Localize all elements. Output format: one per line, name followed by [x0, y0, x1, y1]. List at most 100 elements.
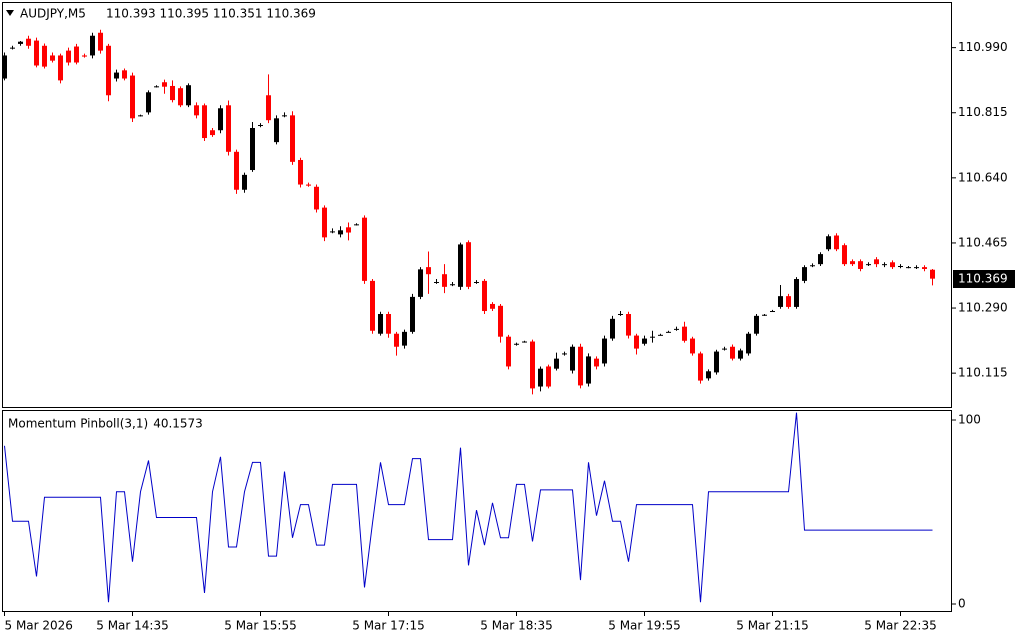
candle-body	[410, 296, 415, 332]
candle-body	[874, 259, 879, 265]
candle-body	[730, 346, 735, 359]
candle-body	[242, 174, 247, 190]
candle-body	[98, 32, 103, 51]
candle-body	[674, 328, 679, 330]
candle-body	[154, 86, 159, 88]
x-tick-label: 5 Mar 21:15	[736, 619, 809, 633]
candle-body	[610, 318, 615, 339]
candle-body	[426, 267, 431, 275]
candle-body	[890, 262, 895, 268]
candle-body	[682, 326, 687, 341]
candle-body	[922, 267, 927, 269]
candle-body	[114, 72, 119, 79]
y-tick-label: 110.640	[958, 170, 1008, 184]
candle-body	[842, 245, 847, 265]
candle-body	[10, 47, 15, 49]
candle-body	[202, 105, 207, 139]
candle-body	[554, 358, 559, 369]
candle-body	[170, 85, 175, 101]
candle-body	[706, 371, 711, 379]
y-tick-label: 110.815	[958, 105, 1008, 119]
x-tick-label: 5 Mar 15:55	[224, 619, 297, 633]
candle-body	[434, 282, 439, 284]
candle-body	[290, 115, 295, 162]
x-tick-label: 5 Mar 22:35	[864, 619, 937, 633]
candle-body	[442, 274, 447, 287]
candle-body	[362, 217, 367, 281]
candle-body	[42, 45, 47, 67]
y-tick-label: 0	[958, 597, 966, 611]
candle-body	[122, 70, 127, 79]
candle-body	[778, 296, 783, 307]
candle-body	[834, 235, 839, 250]
candle-body	[562, 353, 567, 355]
candle-body	[474, 282, 479, 284]
candle-body	[482, 280, 487, 312]
candle-body	[330, 231, 335, 233]
collapse-triangle[interactable]	[6, 10, 14, 16]
candle-body	[146, 92, 151, 113]
candle-body	[458, 244, 463, 287]
candle-body	[770, 311, 775, 313]
candle-body	[586, 356, 591, 384]
candle-body	[594, 358, 599, 367]
candle-body	[634, 335, 639, 349]
candle-body	[666, 331, 671, 333]
candle-body	[66, 50, 71, 63]
candle-body	[402, 331, 407, 346]
x-tick-label: 5 Mar 2026	[5, 619, 73, 633]
symbol-title: AUDJPY,M5	[20, 7, 86, 21]
candle-body	[394, 333, 399, 347]
candle-body	[370, 280, 375, 331]
candle-body	[274, 118, 279, 143]
candle-body	[306, 184, 311, 186]
x-tick-label: 5 Mar 19:55	[608, 619, 681, 633]
main-panel-frame	[2, 2, 952, 408]
candle-body	[226, 105, 231, 152]
ohlc-readout: 110.393 110.395 110.351 110.369	[106, 7, 316, 21]
candle-body	[658, 334, 663, 336]
candle-body	[490, 303, 495, 309]
candle-body	[234, 151, 239, 190]
x-tick-label: 5 Mar 18:35	[480, 619, 553, 633]
candle-body	[130, 75, 135, 119]
candle-body	[898, 266, 903, 268]
candle-body	[802, 267, 807, 281]
candle-body	[810, 265, 815, 267]
candle-body	[746, 333, 751, 354]
candle-body	[162, 82, 167, 87]
candle-body	[90, 35, 95, 56]
candle-body	[906, 267, 911, 269]
candle-body	[354, 224, 359, 226]
candle-body	[546, 366, 551, 387]
candle-body	[618, 313, 623, 315]
candle-body	[530, 341, 535, 389]
candle-body	[786, 296, 791, 307]
candle-body	[26, 38, 31, 46]
candle-body	[506, 336, 511, 367]
indicator-name: Momentum Pinboll(3,1)	[8, 417, 148, 431]
candle-body	[538, 368, 543, 387]
current-price-label: 110.369	[958, 272, 1008, 286]
candle-body	[498, 305, 503, 337]
candle-body	[186, 85, 191, 106]
candle-body	[826, 236, 831, 250]
candle-body	[418, 269, 423, 297]
candle-body	[58, 55, 63, 81]
candle-body	[82, 55, 87, 57]
price-box	[953, 270, 1015, 288]
y-tick-label: 110.990	[958, 40, 1008, 54]
candle-body	[514, 343, 519, 345]
candle-body	[738, 350, 743, 359]
candle-body	[338, 230, 343, 235]
candle-body	[866, 264, 871, 266]
candle-body	[218, 108, 223, 131]
x-tick-label: 5 Mar 17:15	[352, 619, 425, 633]
candle-body	[650, 336, 655, 338]
candle-body	[818, 254, 823, 265]
x-tick-label: 5 Mar 14:35	[96, 619, 169, 633]
candle-body	[322, 207, 327, 238]
candle-body	[346, 227, 351, 233]
candle-body	[178, 88, 183, 106]
candle-body	[762, 314, 767, 316]
